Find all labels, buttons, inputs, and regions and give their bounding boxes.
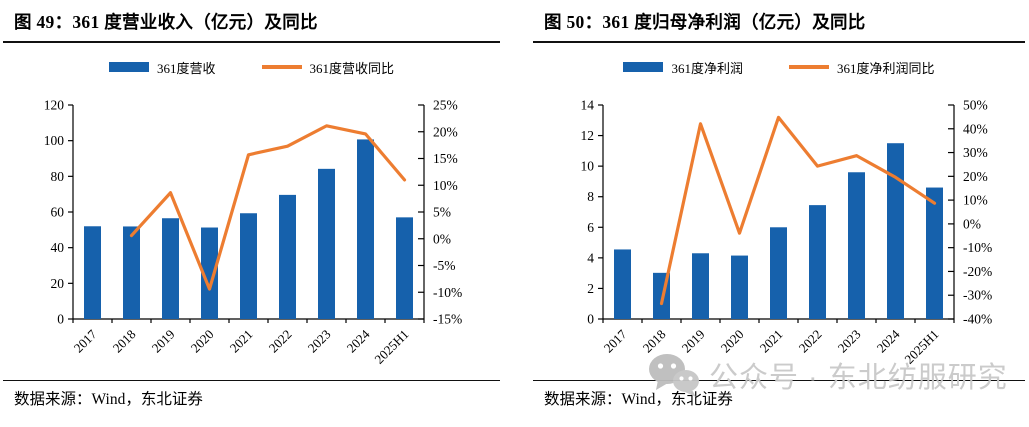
right-axis-tick-label: 20% [433, 124, 458, 139]
bar-swatch-icon [623, 62, 664, 72]
x-axis-category-label: 2020 [718, 327, 747, 356]
x-axis-category-label: 2024 [874, 326, 903, 355]
bar-2021 [240, 213, 257, 319]
left-axis-tick-label: 4 [587, 250, 594, 265]
legend-label-net-profit: 361度净利润 [671, 60, 743, 76]
bar-2019 [692, 253, 709, 319]
bar-2019 [162, 218, 179, 319]
left-axis-tick-label: 0 [587, 312, 594, 327]
x-axis-category-label: 2017 [601, 326, 630, 355]
legend-label-revenue: 361度营收 [156, 60, 216, 76]
bar-swatch-icon [108, 62, 149, 72]
net-profit-bar-line-chart: 0 2 4 6 8 10 12 14 -40% -30% -20% -10% 0% 10% 20% 30% 40… [581, 98, 993, 367]
chart-title-revenue: 图 49：361 度营业收入（亿元）及同比 [3, 6, 500, 43]
right-axis-tick-label: -30% [963, 288, 992, 303]
bar-2020 [731, 255, 748, 319]
right-axis-tick-label: -10% [433, 285, 462, 300]
bar-2023 [318, 168, 335, 319]
bar-2018 [123, 226, 140, 319]
right-axis-tick-label: 50% [963, 98, 988, 113]
right-axis-tick-label: 10% [433, 178, 458, 193]
x-axis-category-label: 2019 [149, 327, 178, 356]
bar-2022 [809, 205, 826, 319]
x-axis-category-label: 2025H1 [901, 327, 941, 367]
bar-2017 [84, 226, 101, 319]
right-axis-tick-label: -20% [963, 264, 992, 279]
left-axis-tick-label: 2 [587, 281, 594, 296]
bar-2020 [201, 227, 218, 319]
right-axis-tick-label: 20% [963, 169, 988, 184]
left-axis-tick-label: 100 [44, 133, 65, 148]
legend-label-net-profit-yoy: 361度净利润同比 [837, 60, 935, 76]
legend-label-revenue-yoy: 361度营收同比 [309, 60, 395, 76]
chart-title-net-profit: 图 50：361 度归母净利润（亿元）及同比 [533, 6, 1025, 43]
legend-item-profit-bar: 361度净利润 [623, 58, 743, 77]
x-axis-category-label: 2017 [71, 326, 100, 355]
x-axis-category-label: 2020 [188, 327, 217, 356]
right-axis-tick-label: 15% [433, 151, 458, 166]
line-swatch-icon [789, 65, 829, 69]
bar-2021 [770, 227, 787, 319]
left-axis-tick-label: 6 [587, 220, 594, 235]
left-axis-tick-label: 60 [51, 205, 65, 220]
x-axis-category-label: 2023 [835, 327, 864, 356]
left-axis-tick-label: 80 [51, 169, 65, 184]
chart-panel-net-profit: 图 50：361 度归母净利润（亿元）及同比 361度净利润 361度净利润同比… [533, 6, 1025, 409]
bar-2025H1 [926, 187, 943, 319]
x-axis-category-label: 2023 [305, 327, 334, 356]
bar-2024 [887, 143, 904, 319]
right-axis-tick-label: 5% [433, 205, 451, 220]
legend-item-revenue-yoy: 361度营收同比 [261, 58, 395, 77]
bar-2023 [848, 172, 865, 319]
legend-item-profit-yoy: 361度净利润同比 [789, 58, 935, 77]
x-axis-category-label: 2025H1 [371, 327, 411, 367]
legend-item-revenue-bar: 361度营收 [108, 58, 216, 77]
right-axis-tick-label: 0% [963, 216, 981, 231]
line-swatch-icon [261, 65, 302, 69]
left-axis-tick-label: 20 [51, 276, 65, 291]
left-axis-tick-label: 14 [581, 98, 595, 113]
left-axis-tick-label: 8 [587, 189, 594, 204]
left-axis-tick-label: 0 [57, 312, 64, 327]
bar-2022 [279, 194, 296, 319]
left-axis-tick-label: 40 [51, 240, 65, 255]
legend-net-profit: 361度净利润 361度净利润同比 [533, 57, 1025, 77]
bar-2024 [357, 139, 374, 319]
left-axis-tick-label: 120 [44, 98, 65, 113]
right-axis-tick-label: -40% [963, 312, 992, 327]
right-axis-tick-label: 30% [963, 145, 988, 160]
x-axis-category-label: 2021 [757, 327, 786, 356]
x-axis-category-label: 2018 [640, 327, 669, 356]
x-axis-category-label: 2021 [227, 327, 256, 356]
right-axis-tick-label: -10% [963, 240, 992, 255]
x-axis-category-label: 2022 [796, 327, 825, 356]
left-axis-tick-label: 10 [581, 159, 595, 174]
yoy-line [129, 124, 407, 291]
yoy-line [659, 115, 937, 306]
right-axis-tick-label: 0% [433, 231, 451, 246]
right-axis-tick-label: 10% [963, 193, 988, 208]
data-source-net-profit: 数据来源：Wind，东北证券 [533, 380, 1025, 409]
x-axis-category-label: 2024 [344, 326, 373, 355]
right-axis-tick-label: 25% [433, 98, 458, 113]
right-axis-tick-label: -15% [433, 312, 462, 327]
x-axis-category-label: 2022 [266, 327, 295, 356]
left-axis-tick-label: 12 [581, 128, 595, 143]
legend-revenue: 361度营收 361度营收同比 [3, 57, 500, 77]
right-axis-tick-label: 40% [963, 121, 988, 136]
bar-2025H1 [396, 217, 413, 319]
data-source-revenue: 数据来源：Wind，东北证券 [3, 380, 500, 409]
x-axis-category-label: 2019 [679, 327, 708, 356]
right-axis-tick-label: -5% [433, 258, 456, 273]
revenue-bar-line-chart: 0 20 40 60 80 100 120 -15% -10% -5% 0% 5% 10% 15% 20% 2… [44, 98, 463, 367]
bar-2017 [614, 249, 631, 319]
x-axis-category-label: 2018 [110, 327, 139, 356]
